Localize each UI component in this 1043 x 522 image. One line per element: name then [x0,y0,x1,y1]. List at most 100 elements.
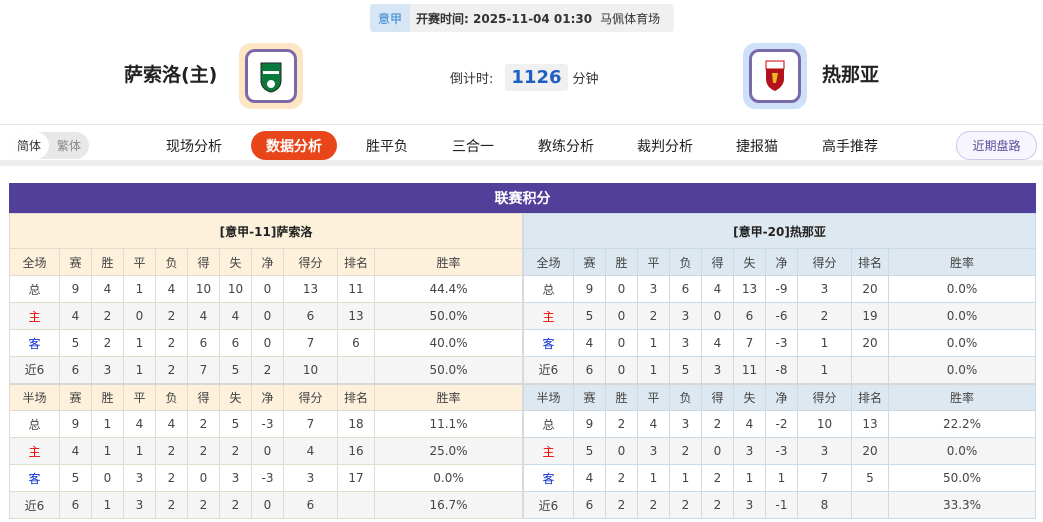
column-header: 半场 [523,382,574,411]
stat-cell: 3 [123,464,156,492]
stat-cell: -2 [765,410,798,438]
stat-cell: 2 [701,410,734,438]
stat-cell: 1 [91,437,124,465]
stat-cell: 1 [91,410,124,438]
stat-cell: 0 [251,302,284,330]
tab-coach-analysis[interactable]: 教练分析 [538,138,594,155]
stat-cell: 44.4% [374,275,523,303]
stat-cell: 6 [283,491,338,519]
stat-cell: 2 [251,356,284,384]
stat-cell: 6 [219,329,252,357]
row-label: 近6 [9,491,60,519]
stat-cell: 1 [637,329,670,357]
stat-cell: 2 [187,410,220,438]
column-header: 失 [219,248,252,276]
stat-cell: 7 [733,329,766,357]
table-row: 近6 6 3 1 2 7 5 2 10 50.0% [9,356,523,384]
column-header: 胜率 [888,382,1036,411]
column-header: 平 [123,382,156,411]
table-row: 客 4 2 1 1 2 1 1 7 5 50.0% [523,464,1036,492]
row-label: 主 [523,302,574,330]
stat-cell: -6 [765,302,798,330]
sassuolo-crest-icon [260,62,282,93]
stat-cell: 6 [337,329,375,357]
row-label: 客 [523,464,574,492]
stat-cell: 6 [573,356,606,384]
home-team-logo[interactable] [239,43,303,109]
stat-cell: 4 [701,275,734,303]
home-team-name[interactable]: 萨索洛(主) [124,64,218,86]
stat-cell: 7 [283,329,338,357]
tab-jiebaomao[interactable]: 捷报猫 [736,138,778,155]
stat-cell: 11 [337,275,375,303]
stat-cell: 2 [637,302,670,330]
stat-cell: 0 [91,464,124,492]
lang-traditional[interactable]: 繁体 [56,139,81,153]
stat-cell [337,356,375,384]
tab-win-draw-loss[interactable]: 胜平负 [366,138,408,155]
countdown-value: 1126 [505,64,568,91]
row-label: 近6 [9,356,60,384]
column-header: 排名 [851,248,889,276]
row-label: 近6 [523,356,574,384]
stat-cell: 3 [669,329,702,357]
stat-cell: 2 [155,302,188,330]
column-header: 胜 [91,382,124,411]
stat-cell: 10 [187,275,220,303]
stat-cell: 4 [573,464,606,492]
column-header: 平 [637,248,670,276]
stat-cell: 0.0% [888,275,1036,303]
stat-cell: 0 [123,302,156,330]
column-header: 排名 [337,248,375,276]
column-header: 全场 [523,248,574,276]
tab-three-in-one[interactable]: 三合一 [452,138,494,155]
stat-cell: 13 [733,275,766,303]
stat-cell: 3 [797,275,852,303]
stat-cell: 6 [733,302,766,330]
column-header: 失 [219,382,252,411]
stat-cell: 3 [637,437,670,465]
stat-cell: 6 [573,491,606,519]
column-header: 排名 [337,382,375,411]
stat-cell: 1 [733,464,766,492]
stat-cell: 20 [851,437,889,465]
stat-cell: 3 [669,302,702,330]
standings-title: 联赛积分 [9,183,1036,213]
stat-cell: 1 [123,275,156,303]
tab-expert-picks[interactable]: 高手推荐 [822,138,878,155]
stat-cell: 4 [573,329,606,357]
table-row: 总 9 1 4 4 2 5 -3 7 18 11.1% [9,410,523,438]
stat-cell: 7 [283,410,338,438]
stat-cell: 2 [91,302,124,330]
column-header: 得 [187,382,220,411]
stat-cell: 4 [637,410,670,438]
lang-simplified[interactable]: 简体 [9,132,49,159]
table-row: 总 9 0 3 6 4 13 -9 3 20 0.0% [523,275,1036,303]
row-label: 主 [9,302,60,330]
away-team-name[interactable]: 热那亚 [822,64,880,86]
column-header: 胜率 [888,248,1036,276]
column-header: 赛 [59,248,92,276]
column-header: 净 [251,248,284,276]
column-header: 全场 [9,248,60,276]
stat-cell: 50.0% [374,356,523,384]
home-team-standing-title: [意甲-11]萨索洛 [9,213,523,249]
stat-cell: 2 [669,437,702,465]
stat-cell: -1 [765,491,798,519]
tab-live-analysis[interactable]: 现场分析 [166,138,222,155]
tab-data-analysis[interactable]: 数据分析 [251,131,337,160]
league-tag[interactable]: 意甲 [370,4,411,32]
stat-cell [851,356,889,384]
column-header: 排名 [851,382,889,411]
stat-cell: 5 [573,437,606,465]
stat-cell: 2 [605,464,638,492]
stat-cell: 0 [251,329,284,357]
stat-cell: 25.0% [374,437,523,465]
away-team-logo[interactable] [743,43,807,109]
column-header: 负 [669,382,702,411]
stat-cell: 0.0% [374,464,523,492]
stat-cell: 1 [637,464,670,492]
recent-trend-button[interactable]: 近期盘路 [956,131,1037,160]
tab-referee-analysis[interactable]: 裁判分析 [637,138,693,155]
column-header: 半场 [9,382,60,411]
